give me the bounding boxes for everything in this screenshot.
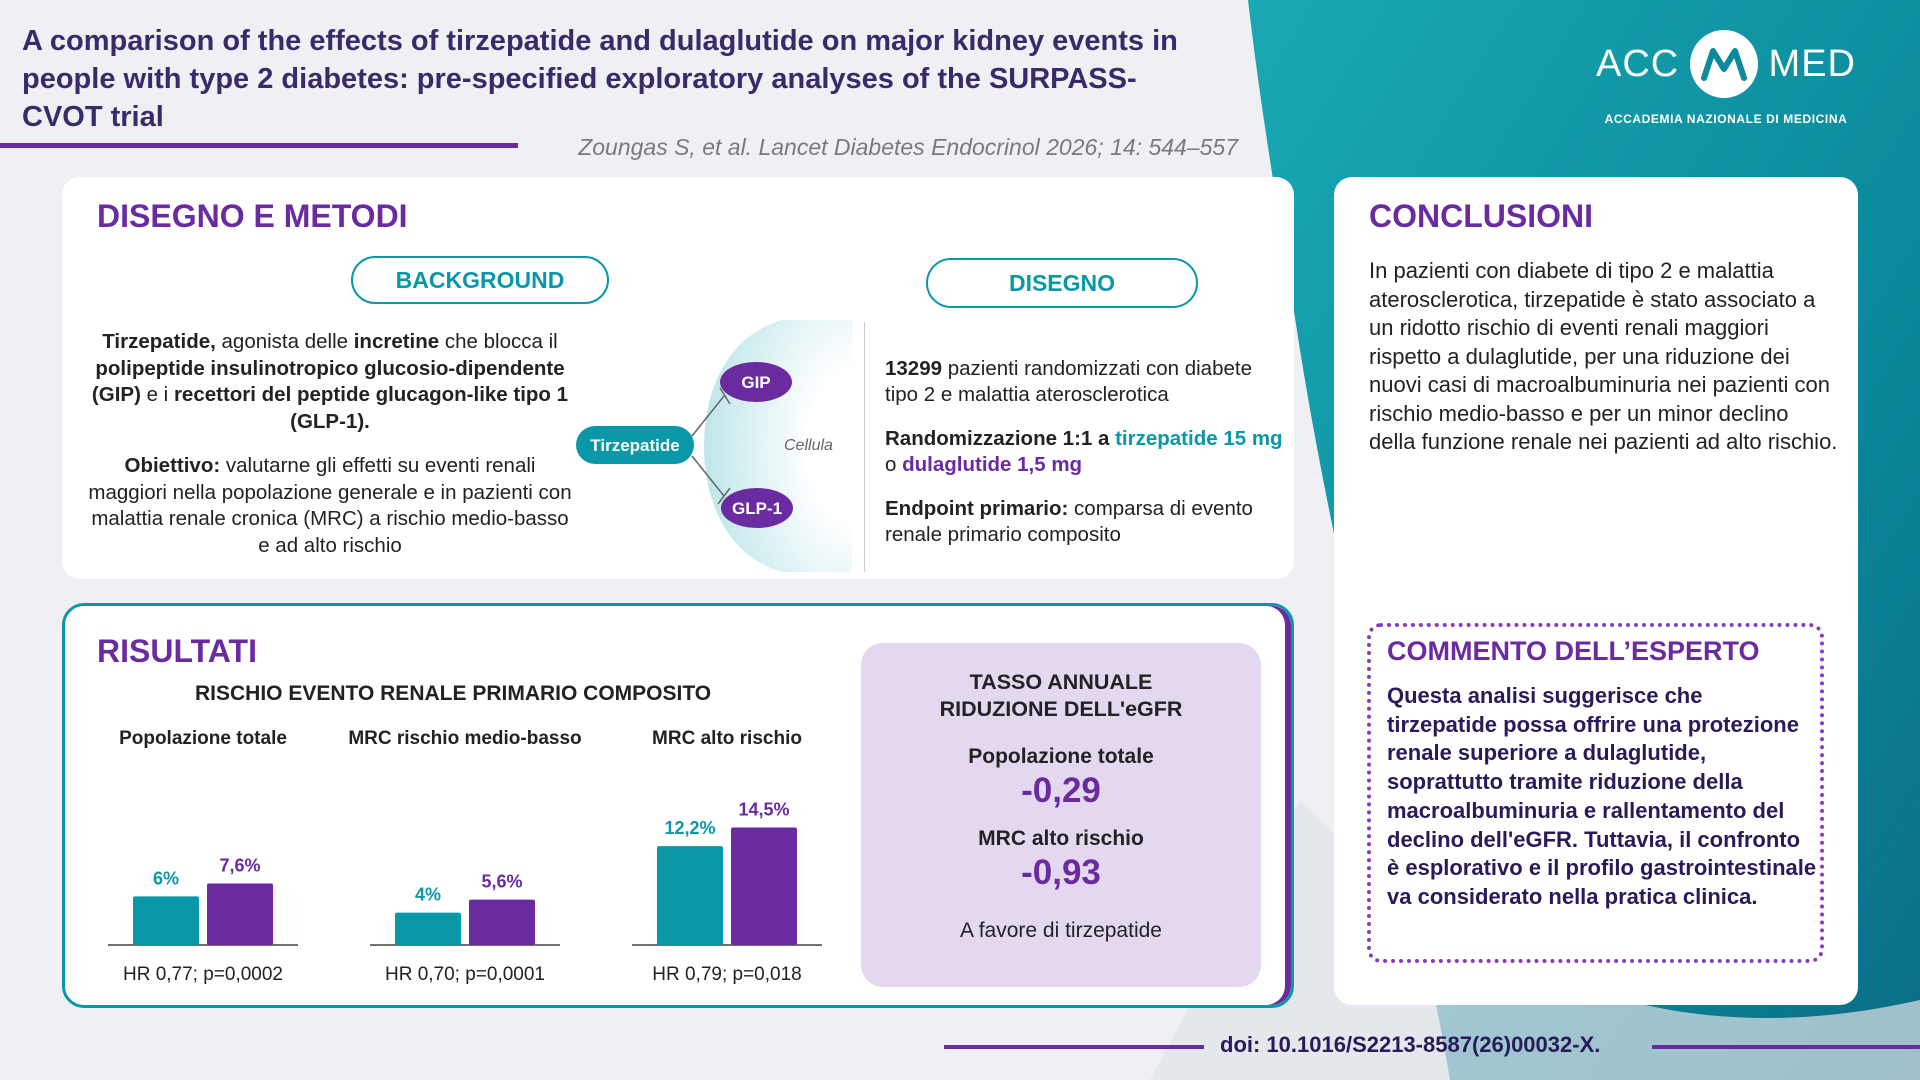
- bar-dulaglutide: [731, 827, 797, 945]
- objective-label: Obiettivo:: [124, 454, 221, 477]
- logo-subtitle: ACCADEMIA NAZIONALE DI MEDICINA: [1604, 112, 1848, 126]
- glp1-receptor-label: GLP-1: [732, 499, 782, 518]
- tirzepatide-node: [576, 426, 694, 464]
- bar-tirzepatide: [395, 912, 461, 945]
- egfr-favor-text: A favore di tirzepatide: [960, 919, 1162, 942]
- doi-line-right: [1652, 1045, 1920, 1049]
- hazard-ratio-label: HR 0,79; p=0,018: [652, 964, 801, 985]
- accmed-logo: ACC MED ACCADEMIA NAZIONALE DI MEDICINA: [1596, 30, 1856, 130]
- egfr-label-total: Popolazione totale: [968, 745, 1154, 768]
- bar-value-label: 4%: [415, 885, 441, 905]
- tirzepatide-node-label: Tirzepatide: [590, 436, 679, 455]
- bar-dulaglutide: [469, 899, 535, 945]
- incretine-bold: incretine: [353, 330, 440, 353]
- endpoint-text: comparsa di evento renale primario compo…: [885, 497, 1253, 546]
- egfr-box: TASSO ANNUALE RIDUZIONE DELL'eGFR Popola…: [861, 643, 1261, 987]
- results-title: RISULTATI: [97, 633, 257, 669]
- connector-gip: [691, 395, 725, 437]
- design-methods-title: DISEGNO E METODI: [97, 198, 408, 234]
- title-underline: [0, 143, 518, 148]
- egfr-heading: TASSO ANNUALE RIDUZIONE DELL'eGFR: [861, 669, 1261, 723]
- gip-receptor-label: GIP: [741, 373, 770, 392]
- bar-value-label: 12,2%: [664, 818, 715, 838]
- egfr-heading-line1: TASSO ANNUALE: [969, 670, 1153, 694]
- background-pill: BACKGROUND: [351, 256, 609, 304]
- doi-link[interactable]: doi: 10.1016/S2213-8587(26)00032-X.: [1220, 1032, 1601, 1057]
- design-text: 13299 pazienti randomizzati con diabete …: [885, 356, 1285, 548]
- expert-comment-title: COMMENTO DELL’ESPERTO: [1387, 636, 1760, 666]
- glp1-receptor-node: [721, 488, 793, 528]
- design-methods-card: [62, 177, 1294, 579]
- design-pill: DISEGNO: [926, 258, 1198, 308]
- randomization-drug2: dulaglutide 1,5 mg: [902, 453, 1083, 476]
- bar-value-label: 5,6%: [481, 872, 522, 892]
- bar-value-label: 6%: [153, 868, 179, 888]
- randomization-or: o: [885, 453, 903, 476]
- conclusions-text: In pazienti con diabete di tipo 2 e mala…: [1369, 258, 1838, 454]
- bg-text-2: che blocca il: [439, 330, 558, 353]
- bar-tirzepatide: [657, 846, 723, 945]
- mechanism-diagram: Tirzepatide GIP GLP-1 Cellula: [576, 320, 852, 572]
- objective-text: valutarne gli effetti su eventi renali m…: [88, 454, 572, 557]
- randomization-drug1: tirzepatide 15 mg: [1115, 427, 1283, 450]
- bar-value-label: 7,6%: [219, 855, 260, 875]
- logo-right-word: MED: [1768, 42, 1856, 85]
- tirzepatide-bold: Tirzepatide,: [102, 330, 216, 353]
- connector-glp1: [691, 455, 725, 497]
- randomization-label: Randomizzazione 1:1 a: [885, 427, 1116, 450]
- hazard-ratio-label: HR 0,77; p=0,0002: [123, 964, 283, 985]
- category-label: MRC alto rischio: [652, 728, 802, 749]
- expert-comment-text: Questa analisi suggerisce che tirzepatid…: [1387, 683, 1817, 909]
- doi-line-left: [944, 1045, 1204, 1049]
- hazard-ratio-label: HR 0,70; p=0,0001: [385, 964, 545, 985]
- conclusions-card: [1334, 177, 1858, 1005]
- design-divider: [864, 322, 865, 572]
- bar-value-label: 14,5%: [738, 800, 789, 820]
- conclusions-title: CONCLUSIONI: [1369, 198, 1593, 234]
- bg-text-3: e i: [140, 383, 174, 406]
- patients-count: 13299: [885, 357, 943, 380]
- egfr-heading-line2: RIDUZIONE DELL'eGFR: [939, 697, 1183, 721]
- citation: Zoungas S, et al. Lancet Diabetes Endocr…: [578, 134, 1238, 160]
- bg-text-1: agonista delle: [215, 330, 354, 353]
- gip-bold: polipeptide insulinotropico glucosio-dip…: [91, 356, 565, 407]
- page-title: A comparison of the effects of tirzepati…: [22, 25, 1178, 133]
- background-text: Tirzepatide, agonista delle incretine ch…: [85, 329, 575, 559]
- category-label: MRC rischio medio-basso: [348, 728, 581, 749]
- kidney-risk-bar-charts: Popolazione totale 6% 7,6% HR 0,77; p=0,000…: [108, 728, 822, 985]
- bar-dulaglutide: [207, 883, 273, 945]
- cell-label: Cellula: [784, 437, 833, 454]
- egfr-value-total: -0,29: [1021, 771, 1101, 810]
- chart-title: RISCHIO EVENTO RENALE PRIMARIO COMPOSITO: [195, 682, 712, 705]
- egfr-value-high-risk: -0,93: [1021, 853, 1101, 892]
- expert-comment-box: [1367, 623, 1824, 963]
- endpoint-label: Endpoint primario:: [885, 497, 1069, 520]
- bar-tirzepatide: [133, 896, 199, 945]
- category-label: Popolazione totale: [119, 728, 287, 749]
- glp1-bold: recettori del peptide glucagon-like tipo…: [173, 383, 569, 433]
- logo-left-word: ACC: [1596, 42, 1680, 85]
- gip-receptor-node: [720, 362, 792, 402]
- patients-text: pazienti randomizzati con diabete tipo 2…: [885, 357, 1252, 406]
- egfr-label-high-risk: MRC alto rischio: [978, 827, 1144, 850]
- logo-m-icon: [1689, 30, 1758, 98]
